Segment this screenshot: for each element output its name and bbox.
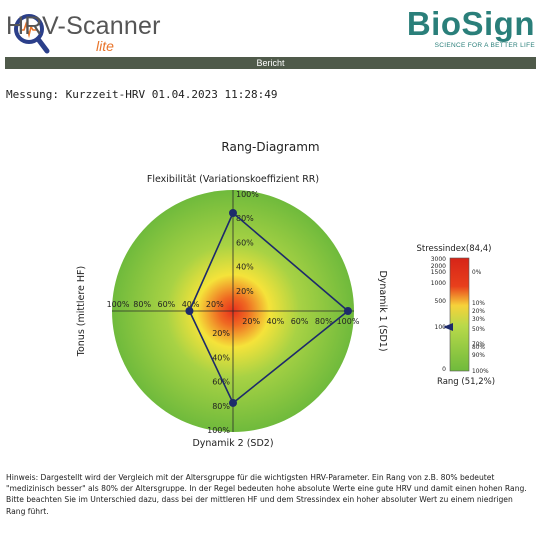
radar-tick-label: 60% — [236, 238, 254, 247]
chart-title: Rang-Diagramm — [221, 140, 320, 154]
axis-label-right: Dynamik 1 (SD1) — [377, 270, 388, 351]
axis-label-left: Tonus (mittlere HF) — [76, 266, 87, 357]
radar-tick-label: 40% — [182, 300, 200, 309]
radar-tick-label: 100% — [207, 426, 230, 435]
gauge-tick-left: 100 — [435, 324, 447, 331]
gauge-tick-left: 0 — [442, 366, 446, 373]
gauge-tick-left: 1500 — [431, 269, 446, 276]
brand-name: BioSign — [406, 5, 535, 42]
radar-tick-label: 100% — [107, 300, 130, 309]
radar-tick-label: 60% — [291, 317, 309, 326]
report-title-bar: Bericht — [5, 57, 536, 69]
radar-point — [343, 307, 352, 315]
gauge-tick-right: 80% — [472, 345, 485, 351]
radar-tick-label: 60% — [212, 378, 230, 387]
app-edition: lite — [96, 38, 114, 54]
gauge-tick-left: 500 — [435, 298, 447, 305]
gauge-tick-right: 90% — [472, 353, 485, 359]
brand-tagline: SCIENCE FOR A BETTER LIFE — [434, 42, 535, 49]
stress-index-label: Stressindex(84,4) — [417, 244, 492, 254]
gauge-tick-right: 70% — [472, 342, 485, 348]
measurement-label: Messung: Kurzzeit-HRV 01.04.2023 11:28:4… — [6, 88, 278, 101]
radar-tick-label: 80% — [133, 300, 151, 309]
gauge-tick-right: 30% — [472, 317, 485, 323]
radar-tick-label: 40% — [267, 317, 285, 326]
hint-note: Hinweis: Dargestellt wird der Vergleich … — [6, 473, 527, 516]
app-name: HRV-Scanner — [6, 12, 161, 40]
radar-tick-label: 20% — [242, 317, 260, 326]
radar-tick-label: 20% — [212, 329, 230, 338]
hrv-scanner-logo: HRV-Scanner lite — [6, 6, 166, 56]
stress-index-marker — [443, 323, 453, 331]
axis-label-top: Flexibilität (Variationskoeffizient RR) — [147, 174, 319, 185]
radar-tick-label: 40% — [236, 263, 254, 272]
gauge-tick-left: 1000 — [431, 280, 446, 287]
radar-tick-label: 60% — [158, 300, 176, 309]
gauge-tick-left: 2000 — [431, 263, 446, 270]
gauge-tick-right: 100% — [472, 369, 489, 375]
gauge-tick-right: 50% — [472, 327, 485, 333]
stress-index-bar — [449, 257, 470, 372]
axis-label-bottom: Dynamik 2 (SD2) — [192, 438, 273, 449]
gauge-tick-right: 20% — [472, 309, 485, 315]
rank-label: Rang (51,2%) — [437, 377, 495, 387]
radar-tick-label: 80% — [236, 214, 254, 223]
biosign-logo: BioSign SCIENCE FOR A BETTER LIFE — [395, 6, 535, 54]
radar-point — [229, 208, 237, 217]
radar-point — [229, 398, 237, 407]
radar-tick-label: 80% — [315, 317, 333, 326]
gauge-tick-right: 0% — [472, 270, 482, 276]
gauge-tick-right: 10% — [472, 301, 485, 307]
radar-point — [185, 307, 194, 315]
radar-tick-label: 100% — [236, 190, 259, 199]
stress-index-gauge: Stressindex(84,4) 3000200015001000500100… — [417, 244, 496, 387]
radar-tick-label: 40% — [212, 353, 230, 362]
radar-tick-label: 100% — [337, 317, 360, 326]
radar-tick-label: 20% — [236, 287, 254, 296]
radar-tick-label: 20% — [206, 300, 224, 309]
radar-tick-label: 80% — [212, 402, 230, 411]
magnifier-icon — [14, 14, 50, 54]
gauge-tick-left: 3000 — [431, 256, 446, 263]
